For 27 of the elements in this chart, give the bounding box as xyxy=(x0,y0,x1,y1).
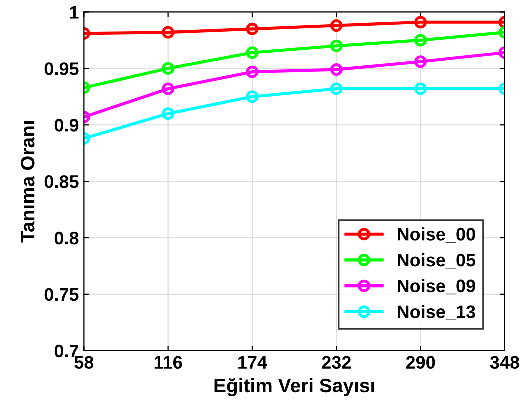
x-tick-label: 58 xyxy=(74,356,94,370)
x-axis-title: Eğitim Veri Sayısı xyxy=(214,378,374,397)
y-tick-label: 0.85 xyxy=(44,175,79,188)
x-tick-label: 348 xyxy=(490,356,520,370)
point xyxy=(330,82,343,96)
legend-label: Noise_09 xyxy=(398,279,476,295)
y-tick-label: 0.7 xyxy=(54,344,79,358)
point xyxy=(246,66,259,78)
legend-label: Noise_00 xyxy=(398,228,476,243)
point xyxy=(330,40,343,52)
x-tick-label: 232 xyxy=(322,356,351,370)
x-tick-label: 116 xyxy=(154,356,182,370)
y-axis-title: Tanıma Oranı xyxy=(20,122,35,243)
point xyxy=(330,20,343,32)
point xyxy=(246,22,259,36)
y-tick-label: 0.75 xyxy=(44,288,79,302)
y-tick-label: 0.8 xyxy=(54,232,79,245)
y-tick-label: 1 xyxy=(70,6,79,19)
legend-label: Noise_05 xyxy=(398,253,476,269)
y-tick-label: 0.95 xyxy=(44,62,79,76)
x-tick-label: 290 xyxy=(406,356,436,370)
point xyxy=(246,90,259,104)
y-tick-label: 0.9 xyxy=(54,119,79,132)
point xyxy=(246,46,259,60)
x-tick-label: 174 xyxy=(238,356,268,369)
point xyxy=(330,64,343,76)
legend-label: Noise_13 xyxy=(398,305,476,320)
